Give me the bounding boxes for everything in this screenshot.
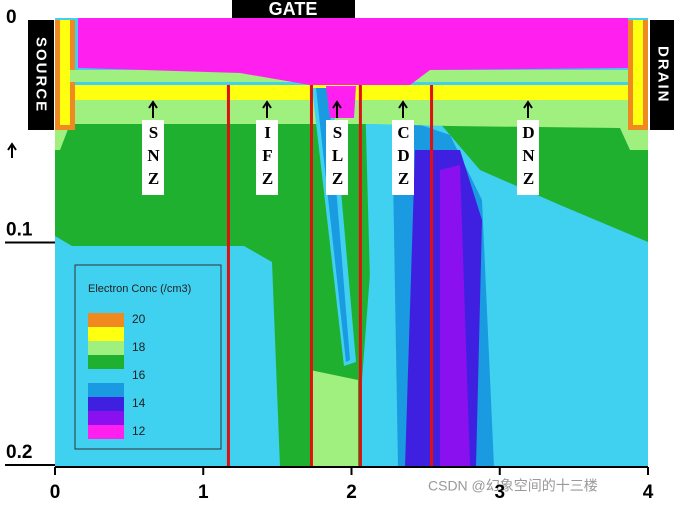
contour-region (55, 85, 648, 467)
zone-arrow (332, 100, 342, 118)
zone-arrow (398, 100, 408, 118)
zone-label: DNZ (517, 120, 539, 195)
legend-label: 18 (132, 340, 146, 354)
arrow (7, 142, 17, 158)
contour-region (78, 18, 628, 85)
drain-label: DRAIN (650, 20, 674, 130)
gate-label: GATE (269, 0, 318, 19)
x-tick-label: 0 (50, 482, 61, 503)
legend-label: 12 (132, 424, 146, 438)
watermark: CSDN @幻象空间的十三楼 (428, 478, 598, 494)
legend-title: Electron Conc (/cm3) (88, 283, 191, 295)
legend-swatch (88, 355, 124, 369)
zone-label: CDZ (392, 120, 414, 195)
legend-swatch (88, 327, 124, 341)
contour-region (326, 86, 356, 118)
gate-box (232, 0, 355, 18)
x-tick-label: 1 (198, 482, 209, 503)
zone-arrow (262, 100, 272, 118)
legend-swatch (88, 341, 124, 355)
legend-swatch (88, 425, 124, 439)
contour-region (440, 165, 470, 467)
x-tick-label: 2 (346, 482, 357, 503)
legend-swatch (88, 383, 124, 397)
contour-region (280, 300, 310, 467)
y-tick-label: 0 (6, 7, 17, 28)
zone-label: SLZ (326, 120, 348, 195)
contour-region (316, 88, 350, 362)
contour-region (60, 20, 70, 125)
zone-arrow (148, 100, 158, 118)
zone-label: IFZ (256, 120, 278, 195)
zone-label: SNZ (142, 120, 164, 195)
legend-swatch (88, 397, 124, 411)
contour-region (310, 370, 358, 467)
y-tick-label: 0.2 (6, 442, 32, 463)
y-tick-label: 0.1 (6, 220, 33, 241)
legend-swatch (88, 369, 124, 383)
plot-area (55, 18, 648, 467)
x-tick-label: 3 (494, 482, 505, 503)
legend-label: 14 (132, 396, 146, 410)
legend-swatch (88, 313, 124, 327)
zone-arrow (523, 100, 533, 118)
contour-region (633, 20, 643, 125)
legend-label: 16 (132, 368, 146, 382)
legend-label: 20 (132, 312, 146, 326)
legend-swatch (88, 411, 124, 425)
x-tick-label: 4 (643, 482, 654, 503)
source-label: SOURCE (28, 20, 54, 130)
